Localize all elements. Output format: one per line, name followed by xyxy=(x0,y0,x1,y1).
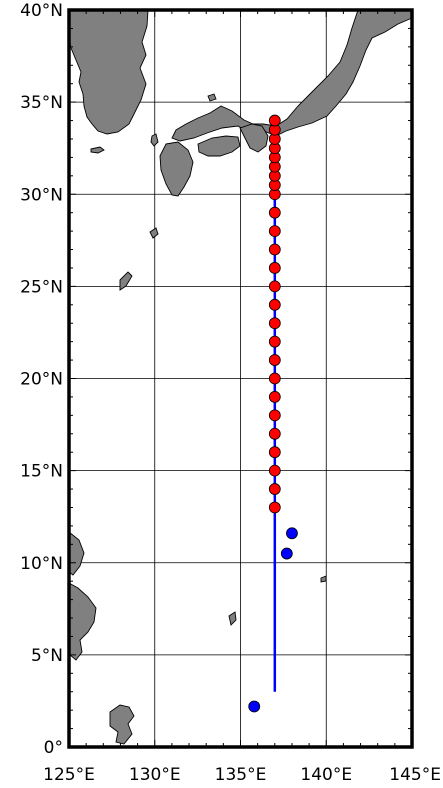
extra-markers xyxy=(248,527,298,713)
station-marker xyxy=(268,483,281,495)
station-marker xyxy=(268,335,281,348)
oki-island xyxy=(207,93,217,102)
extra-point-marker xyxy=(248,700,261,713)
visayas-landmass xyxy=(68,582,97,661)
lat-label: 0° xyxy=(44,738,63,758)
station-marker xyxy=(268,225,281,238)
halmahera-landmass xyxy=(109,704,135,745)
lon-label: 135°E xyxy=(215,765,267,785)
station-marker xyxy=(268,372,281,385)
latitude-labels: 0° 5°N 10°N 15°N 20°N 25°N 30°N 35°N 40°N xyxy=(20,1,63,758)
lon-label: 140°E xyxy=(300,765,352,785)
land-layer xyxy=(68,9,413,745)
lat-label: 10°N xyxy=(20,554,63,574)
station-marker xyxy=(268,280,281,293)
okinawa-island xyxy=(119,271,133,291)
lat-label: 25°N xyxy=(20,277,63,297)
station-marker xyxy=(268,262,281,274)
map-ticks xyxy=(69,10,412,747)
lat-label: 40°N xyxy=(20,1,63,21)
lat-label: 20°N xyxy=(20,370,63,390)
station-marker xyxy=(268,427,281,440)
station-markers xyxy=(268,114,281,514)
palau-island xyxy=(228,611,237,626)
station-marker xyxy=(268,243,281,256)
extra-point-marker xyxy=(280,547,293,560)
lat-label: 5°N xyxy=(31,646,63,666)
lat-label: 15°N xyxy=(20,462,63,482)
station-marker xyxy=(268,391,281,403)
ryukyu-islands xyxy=(149,227,159,239)
jeju-island xyxy=(90,146,105,154)
lat-label: 30°N xyxy=(20,185,63,205)
station-marker xyxy=(268,354,281,366)
station-marker xyxy=(268,298,281,311)
extra-point-marker xyxy=(286,527,298,540)
station-marker xyxy=(268,114,281,127)
korea-landmass xyxy=(68,9,149,135)
lon-label: 125°E xyxy=(43,765,95,785)
station-marker xyxy=(268,464,281,477)
lon-label: 145°E xyxy=(389,765,441,785)
station-marker xyxy=(268,317,281,330)
tsushima-island xyxy=(150,133,159,147)
kyushu-landmass xyxy=(159,141,194,197)
izu-island xyxy=(320,575,327,583)
station-marker xyxy=(268,501,281,514)
station-marker xyxy=(268,206,281,219)
luzon-landmass xyxy=(68,531,85,576)
lon-label: 130°E xyxy=(129,765,181,785)
shikoku-landmass xyxy=(197,135,241,157)
kii-peninsula xyxy=(239,123,269,153)
station-marker xyxy=(268,446,281,459)
lat-label: 35°N xyxy=(20,93,63,113)
station-marker xyxy=(268,409,281,422)
honshu-landmass xyxy=(171,9,413,142)
longitude-labels: 125°E 130°E 135°E 140°E 145°E xyxy=(43,765,441,785)
